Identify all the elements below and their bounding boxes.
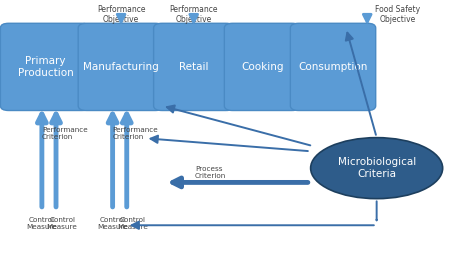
Text: Cooking: Cooking xyxy=(241,62,283,72)
Text: Consumption: Consumption xyxy=(298,62,368,72)
Text: Food Safety
Objective: Food Safety Objective xyxy=(375,5,420,24)
FancyBboxPatch shape xyxy=(0,23,91,110)
Text: Performance
Criterion: Performance Criterion xyxy=(42,127,88,140)
Text: Process
Criterion: Process Criterion xyxy=(195,165,227,179)
FancyBboxPatch shape xyxy=(291,23,376,110)
FancyBboxPatch shape xyxy=(154,23,234,110)
Text: Performance
Objective: Performance Objective xyxy=(97,5,146,24)
FancyBboxPatch shape xyxy=(78,23,164,110)
Text: Control
Measure: Control Measure xyxy=(27,217,57,230)
Text: Control
Measure: Control Measure xyxy=(97,217,128,230)
Text: Performance
Criterion: Performance Criterion xyxy=(113,127,158,140)
Text: Performance
Objective: Performance Objective xyxy=(169,5,218,24)
Ellipse shape xyxy=(310,138,443,199)
Text: Microbiological
Criteria: Microbiological Criteria xyxy=(337,157,416,179)
Text: Manufacturing: Manufacturing xyxy=(83,62,159,72)
Text: Retail: Retail xyxy=(179,62,209,72)
Text: Primary
Production: Primary Production xyxy=(18,56,73,78)
FancyBboxPatch shape xyxy=(224,23,300,110)
Text: Control
Measure: Control Measure xyxy=(47,217,78,230)
Text: Control
Measure: Control Measure xyxy=(118,217,148,230)
